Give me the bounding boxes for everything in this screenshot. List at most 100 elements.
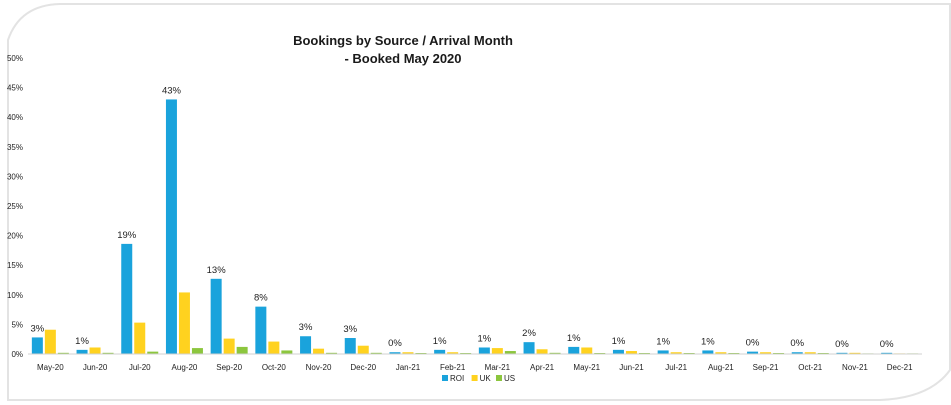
y-tick-label: 30% (7, 172, 23, 181)
x-tick-label: Dec-21 (887, 363, 913, 372)
legend: ROI UK US (442, 374, 515, 383)
x-tick-label: May-20 (37, 363, 64, 372)
data-label-sep-21: 0% (746, 338, 760, 349)
bar-uk-jun-20 (89, 347, 101, 354)
bars-group (31, 99, 919, 354)
bar-roi-feb-21 (434, 349, 446, 354)
legend-swatch-uk (471, 375, 478, 381)
data-label-jan-21: 0% (388, 338, 402, 349)
x-tick-label: Jun-20 (83, 363, 108, 372)
bar-us-jun-20 (102, 352, 114, 354)
bar-roi-nov-20 (300, 336, 312, 354)
bar-roi-jun-20 (76, 349, 88, 354)
legend-label-uk: UK (480, 374, 492, 383)
bar-us-may-20 (57, 352, 69, 354)
y-tick-label: 20% (7, 232, 23, 241)
data-label-feb-21: 1% (433, 336, 447, 347)
bar-uk-oct-20 (268, 341, 280, 354)
x-tick-label: Aug-20 (172, 363, 198, 372)
bar-us-dec-20 (370, 352, 382, 354)
data-label-dec-20: 3% (343, 324, 357, 335)
bar-uk-jun-21 (625, 351, 637, 354)
bar-uk-may-20 (44, 329, 56, 354)
chart-title-line-1: Bookings by Source / Arrival Month (293, 33, 513, 48)
x-tick-label: Jun-21 (619, 363, 644, 372)
x-tick-label: Jul-20 (129, 363, 151, 372)
x-tick-label: Oct-21 (798, 363, 823, 372)
bar-uk-apr-21 (536, 349, 548, 354)
x-tick-label: Oct-20 (262, 363, 287, 372)
data-label-may-21: 1% (567, 333, 581, 344)
data-label-aug-21: 1% (701, 336, 715, 347)
bar-uk-aug-21 (715, 352, 727, 354)
data-label-oct-20: 8% (254, 293, 268, 304)
y-axis: 0% 5% 10% 15% 20% 25% 30% 35% 40% 45% 50% (7, 54, 23, 359)
x-tick-label: Jan-21 (396, 363, 421, 372)
bar-roi-dec-21 (881, 352, 893, 354)
bar-roi-sep-20 (210, 278, 222, 354)
chart-title-line-2: - Booked May 2020 (344, 51, 461, 66)
bar-us-apr-21 (549, 352, 561, 354)
bar-roi-dec-20 (344, 338, 356, 354)
bar-us-nov-20 (326, 352, 338, 354)
y-tick-label: 15% (7, 261, 23, 270)
legend-swatch-roi (442, 375, 448, 381)
x-tick-label: Sep-20 (216, 363, 242, 372)
bar-uk-nov-20 (313, 348, 325, 354)
bar-uk-jan-21 (402, 352, 414, 354)
bar-uk-sep-21 (760, 352, 772, 354)
data-label-jul-20: 19% (117, 230, 137, 241)
bar-uk-sep-20 (223, 338, 235, 354)
x-tick-label: Nov-21 (842, 363, 868, 372)
x-tick-label: Sep-21 (753, 363, 779, 372)
bar-roi-jul-21 (657, 350, 669, 354)
y-tick-label: 10% (7, 291, 23, 300)
data-label-dec-21: 0% (880, 339, 894, 350)
bar-roi-may-20 (31, 337, 43, 354)
y-tick-label: 40% (7, 113, 23, 122)
bar-roi-jul-20 (121, 243, 133, 354)
data-label-apr-21: 2% (522, 328, 536, 339)
bar-uk-jul-21 (670, 352, 682, 354)
bar-us-mar-21 (504, 351, 516, 354)
bar-roi-nov-21 (836, 352, 848, 354)
bar-uk-jul-20 (134, 322, 146, 354)
data-label-jul-21: 1% (656, 336, 670, 347)
data-labels-group: 3% 1% 19% 43% 13% 8% 3% 3% 0% 1% 1% 2% 1% 1% 1% 1% 0% 0% 0… (30, 85, 894, 349)
bar-roi-may-21 (568, 346, 580, 354)
data-label-jun-21: 1% (612, 336, 626, 347)
bar-roi-mar-21 (478, 347, 490, 354)
bar-roi-sep-21 (747, 351, 759, 354)
y-tick-label: 50% (7, 54, 23, 63)
x-tick-label: May-21 (573, 363, 600, 372)
y-tick-label: 35% (7, 143, 23, 152)
bar-us-jul-20 (147, 351, 159, 354)
x-tick-label: Apr-21 (530, 363, 555, 372)
bar-roi-oct-21 (791, 352, 803, 354)
y-tick-label: 0% (11, 350, 23, 359)
bar-us-aug-20 (191, 348, 203, 354)
bar-uk-nov-21 (849, 352, 861, 354)
data-label-oct-21: 0% (790, 338, 804, 349)
data-label-may-20: 3% (30, 323, 44, 334)
bar-roi-aug-21 (702, 350, 714, 354)
x-axis: May-20 Jun-20 Jul-20 Aug-20 Sep-20 Oct-20 Nov-… (28, 353, 922, 372)
bar-roi-jan-21 (389, 352, 401, 354)
x-tick-label: Mar-21 (485, 363, 511, 372)
x-tick-label: Dec-20 (350, 363, 376, 372)
x-tick-label: Feb-21 (440, 363, 466, 372)
data-label-sep-20: 13% (207, 265, 227, 276)
bar-us-oct-20 (281, 350, 293, 354)
bar-uk-dec-20 (357, 345, 369, 354)
legend-label-roi: ROI (450, 374, 464, 383)
y-tick-label: 45% (7, 84, 23, 93)
bar-roi-oct-20 (255, 306, 267, 354)
bar-uk-aug-20 (178, 292, 190, 354)
bar-uk-oct-21 (804, 352, 816, 354)
bar-roi-apr-21 (523, 342, 535, 354)
data-label-nov-21: 0% (835, 339, 849, 350)
bar-roi-jun-21 (612, 349, 624, 354)
x-tick-label: Jul-21 (665, 363, 687, 372)
